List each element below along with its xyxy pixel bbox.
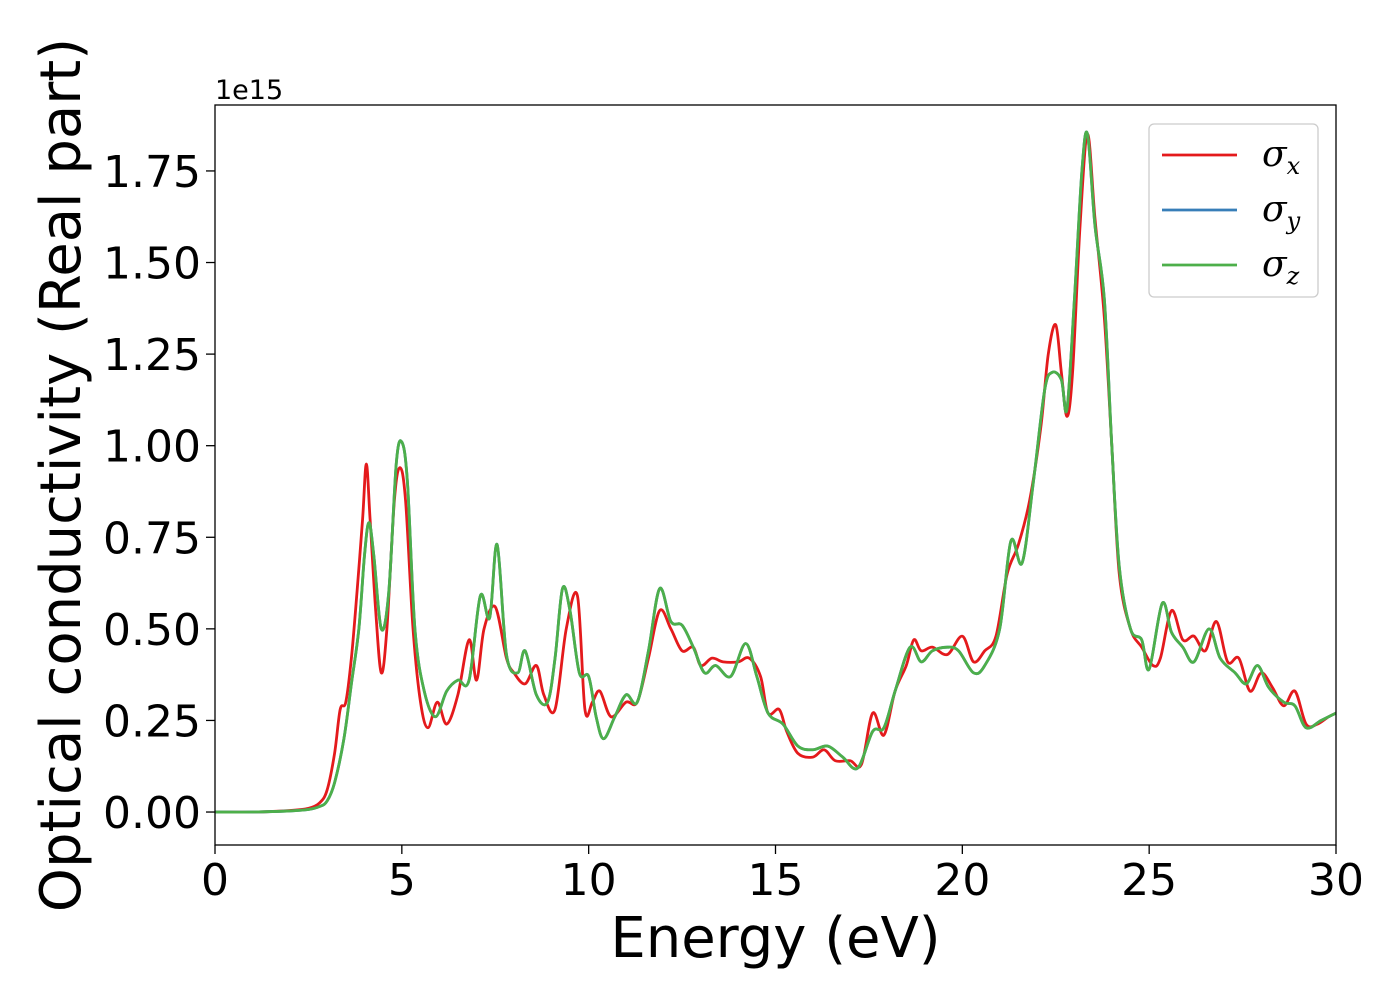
y-tick-label: 0.75 xyxy=(103,513,201,564)
y-tick-label: 0.00 xyxy=(103,788,201,839)
series-line-z xyxy=(215,130,1336,814)
y-tick-label: 1.25 xyxy=(103,330,201,381)
y-axis-title: Optical conductivity (Real part) xyxy=(29,38,94,912)
legend: σx σy σz xyxy=(1148,123,1319,298)
y-tick-label: 1.75 xyxy=(103,147,201,198)
y-tick-label: 0.25 xyxy=(103,696,201,747)
x-tick-label: 30 xyxy=(1308,855,1364,906)
x-tick-label: 20 xyxy=(934,855,990,906)
y-tick-label: 0.50 xyxy=(103,605,201,656)
y-offset-label: 1e15 xyxy=(215,75,283,106)
x-tick-label: 5 xyxy=(388,855,416,906)
x-tick-label: 0 xyxy=(201,855,229,906)
series-layer xyxy=(215,130,1336,814)
x-axis-title: Energy (eV) xyxy=(610,906,940,971)
y-axis: 0.00 0.25 0.50 0.75 1.00 1.25 1.50 1.75 xyxy=(103,147,215,839)
legend-entry-z: σz xyxy=(1262,244,1300,290)
y-tick-label: 1.50 xyxy=(103,239,201,290)
x-tick-label: 15 xyxy=(748,855,804,906)
legend-entry-y: σy xyxy=(1262,189,1301,235)
x-tick-label: 25 xyxy=(1121,855,1177,906)
x-axis: 0 5 10 15 20 25 30 xyxy=(201,845,1364,906)
legend-entry-x: σx xyxy=(1262,134,1301,180)
x-tick-label: 10 xyxy=(561,855,617,906)
y-tick-label: 1.00 xyxy=(103,422,201,473)
